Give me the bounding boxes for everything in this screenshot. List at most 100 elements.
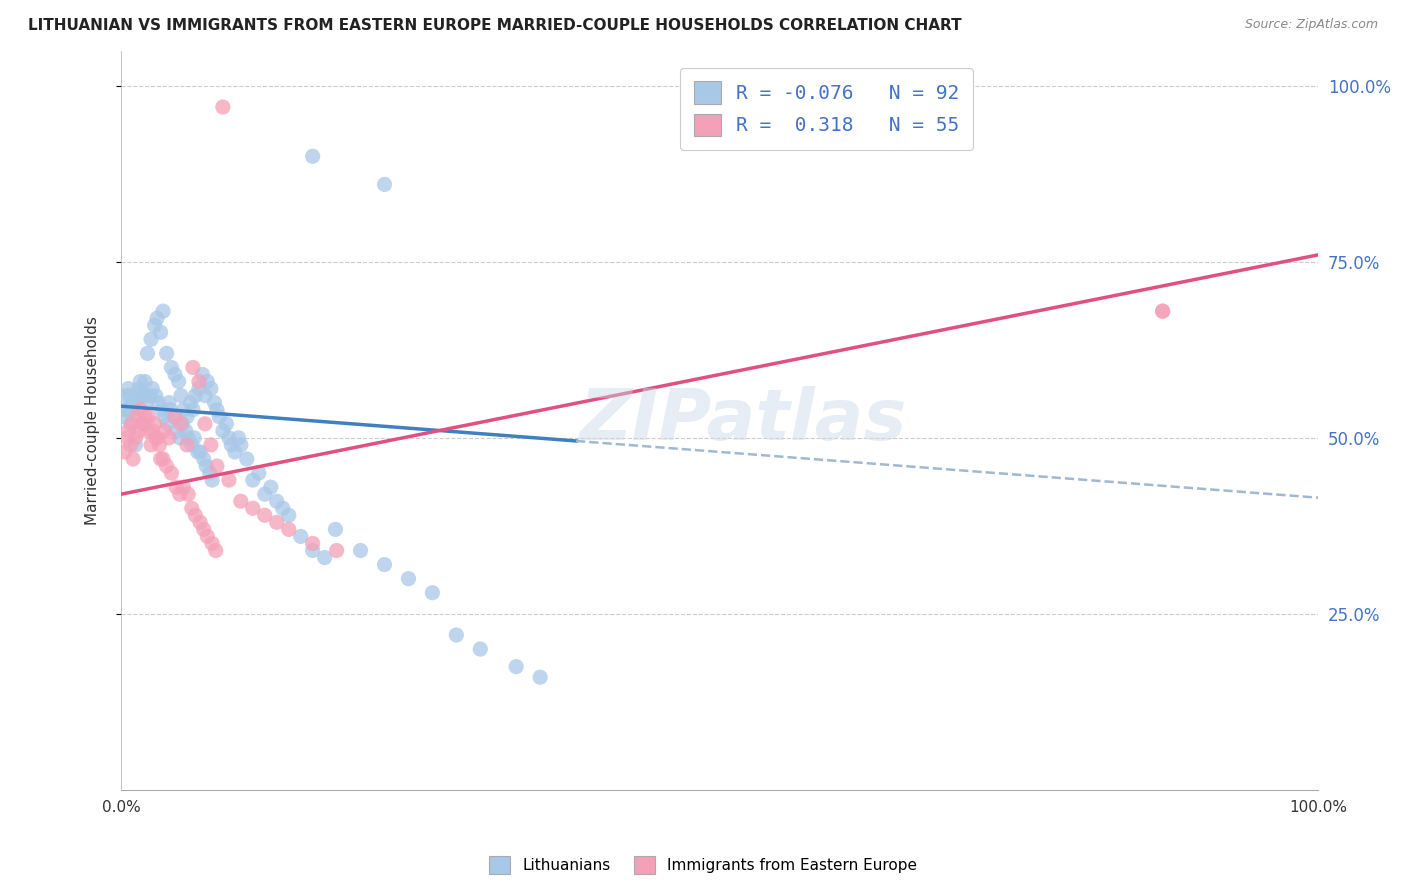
- Point: [198, 466, 221, 480]
- Point: [181, 360, 204, 375]
- Point: [143, 417, 166, 431]
- Point: [136, 346, 159, 360]
- Point: [200, 382, 222, 396]
- Point: [1152, 304, 1174, 318]
- Text: Source: ZipAtlas.com: Source: ZipAtlas.com: [1244, 18, 1378, 31]
- Point: [301, 543, 323, 558]
- Point: [177, 487, 200, 501]
- Point: [236, 452, 259, 467]
- Point: [128, 382, 150, 396]
- Point: [260, 480, 283, 494]
- Legend: Lithuanians, Immigrants from Eastern Europe: Lithuanians, Immigrants from Eastern Eur…: [482, 850, 924, 880]
- Point: [114, 402, 136, 417]
- Point: [277, 508, 299, 523]
- Point: [177, 431, 200, 445]
- Point: [181, 402, 204, 417]
- Point: [195, 458, 218, 473]
- Point: [266, 516, 288, 530]
- Point: [160, 360, 183, 375]
- Point: [131, 417, 153, 431]
- Legend: R = -0.076   N = 92, R =  0.318   N = 55: R = -0.076 N = 92, R = 0.318 N = 55: [681, 68, 973, 150]
- Point: [201, 536, 224, 550]
- Point: [153, 409, 176, 424]
- Point: [172, 480, 194, 494]
- Point: [163, 368, 186, 382]
- Point: [174, 424, 197, 438]
- Point: [169, 487, 191, 501]
- Point: [446, 628, 468, 642]
- Point: [163, 409, 186, 424]
- Point: [325, 543, 347, 558]
- Point: [277, 522, 299, 536]
- Point: [135, 395, 157, 409]
- Point: [122, 395, 145, 409]
- Point: [121, 402, 143, 417]
- Point: [242, 473, 264, 487]
- Point: [163, 409, 186, 424]
- Point: [301, 536, 323, 550]
- Point: [290, 529, 312, 543]
- Point: [112, 409, 135, 424]
- Point: [129, 375, 152, 389]
- Point: [193, 522, 215, 536]
- Point: [505, 659, 527, 673]
- Point: [247, 466, 270, 480]
- Point: [157, 395, 180, 409]
- Point: [176, 409, 198, 424]
- Point: [314, 550, 336, 565]
- Point: [125, 409, 148, 424]
- Point: [134, 375, 156, 389]
- Point: [373, 178, 395, 192]
- Point: [187, 382, 209, 396]
- Point: [143, 318, 166, 333]
- Point: [325, 522, 347, 536]
- Point: [224, 445, 246, 459]
- Point: [169, 431, 191, 445]
- Point: [128, 424, 150, 438]
- Point: [139, 389, 162, 403]
- Point: [115, 389, 138, 403]
- Point: [195, 529, 218, 543]
- Point: [134, 409, 156, 424]
- Point: [159, 402, 181, 417]
- Point: [125, 389, 148, 403]
- Point: [183, 431, 205, 445]
- Point: [172, 417, 194, 431]
- Point: [117, 424, 139, 438]
- Point: [172, 402, 194, 417]
- Point: [301, 149, 323, 163]
- Point: [170, 389, 193, 403]
- Point: [228, 431, 250, 445]
- Point: [266, 494, 288, 508]
- Point: [129, 402, 152, 417]
- Point: [115, 431, 138, 445]
- Point: [170, 417, 193, 431]
- Point: [132, 417, 155, 431]
- Text: ZIPatlas: ZIPatlas: [579, 385, 907, 455]
- Point: [156, 346, 179, 360]
- Point: [1152, 304, 1174, 318]
- Point: [114, 445, 136, 459]
- Point: [132, 389, 155, 403]
- Point: [149, 452, 172, 467]
- Point: [188, 445, 211, 459]
- Point: [148, 395, 170, 409]
- Point: [215, 417, 238, 431]
- Point: [218, 473, 240, 487]
- Point: [205, 458, 228, 473]
- Point: [150, 402, 173, 417]
- Point: [180, 395, 202, 409]
- Point: [205, 402, 228, 417]
- Point: [187, 375, 209, 389]
- Point: [115, 402, 138, 417]
- Point: [204, 543, 226, 558]
- Point: [422, 585, 444, 599]
- Point: [124, 438, 146, 452]
- Point: [120, 438, 142, 452]
- Point: [117, 382, 139, 396]
- Point: [218, 431, 240, 445]
- Point: [180, 501, 202, 516]
- Point: [201, 473, 224, 487]
- Point: [184, 508, 207, 523]
- Point: [156, 458, 179, 473]
